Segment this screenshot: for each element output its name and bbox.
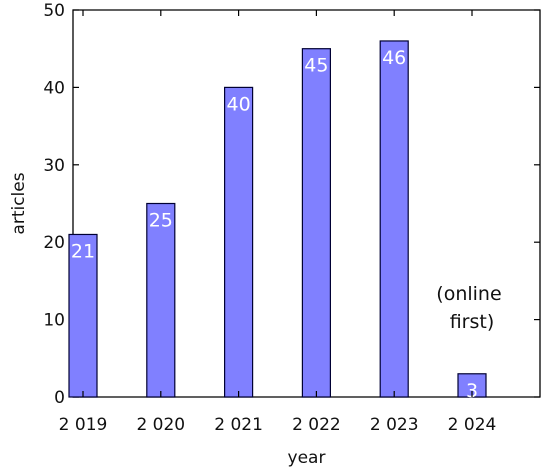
x-tick-label: 2 022 [292, 415, 341, 435]
bar-value-label: 45 [304, 55, 328, 77]
bar-value-label: 25 [149, 210, 173, 232]
bar [224, 86, 254, 398]
x-axis-label: year [288, 448, 326, 468]
y-tick-label: 40 [43, 78, 65, 98]
bar-value-label: 40 [227, 93, 251, 115]
y-tick-label: 10 [43, 311, 65, 331]
bar-value-label: 46 [382, 47, 406, 69]
bars: 21 25 40 45 46 3 [68, 40, 487, 402]
y-axis-label: articles [9, 172, 29, 234]
y-tick-label: 30 [43, 156, 65, 176]
x-axis-ticks: 2 019 2 020 2 021 2 022 2 023 2 024 [59, 10, 497, 435]
x-tick-label: 2 019 [59, 415, 108, 435]
y-tick-label: 0 [54, 388, 65, 408]
x-tick-label: 2 021 [214, 415, 263, 435]
y-axis-ticks: 0 10 20 30 40 50 [43, 1, 540, 408]
y-tick-label: 50 [43, 1, 65, 21]
x-tick-label: 2 020 [136, 415, 185, 435]
annotation-line: (online [436, 283, 501, 305]
bar [379, 40, 409, 398]
x-tick-label: 2 023 [370, 415, 419, 435]
bar [301, 48, 331, 398]
bar [68, 233, 98, 398]
annotation-line: first) [450, 311, 495, 333]
y-tick-label: 20 [43, 233, 65, 253]
online-first-annotation: (online first) [436, 283, 507, 333]
bar [146, 202, 176, 398]
x-tick-label: 2 024 [448, 415, 497, 435]
bar-value-label: 3 [466, 380, 478, 402]
bar-value-label: 21 [71, 240, 95, 262]
